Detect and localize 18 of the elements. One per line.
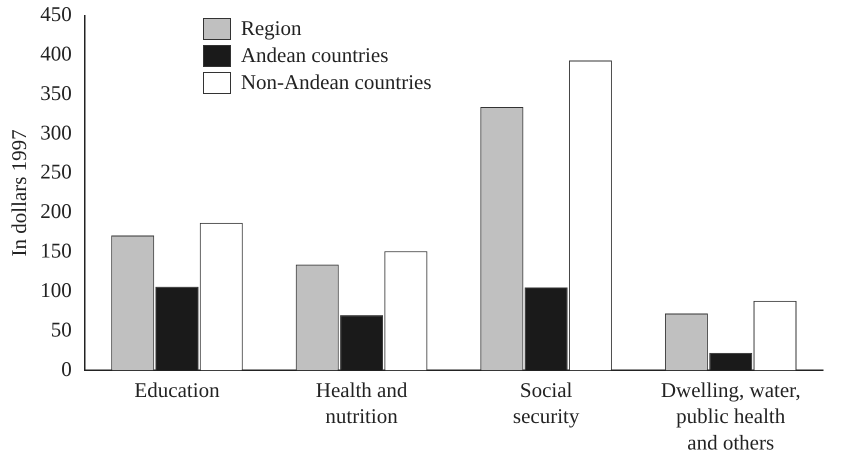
y-tick-label: 100 — [40, 278, 72, 302]
x-tick-label: Education — [134, 378, 220, 402]
x-tick-label: Social security — [512, 378, 580, 428]
x-tick-label: Dwelling, water, public health and others — [660, 378, 801, 454]
y-axis-title: In dollars 1997 — [7, 129, 32, 257]
y-tick-label: 350 — [40, 80, 72, 105]
y-tick-label: 450 — [40, 2, 72, 26]
legend-label: Andean countries — [240, 43, 388, 68]
y-tick-label: 200 — [40, 199, 72, 224]
y-tick-label: 150 — [40, 238, 72, 263]
legend-label: Non-Andean countries — [240, 70, 432, 94]
legend-label: Region — [240, 16, 302, 40]
x-tick-label: Health and nutrition — [316, 378, 408, 428]
y-tick-label: 300 — [40, 120, 72, 144]
y-tick-label: 400 — [40, 42, 72, 66]
y-tick-label: 0 — [61, 356, 72, 381]
y-tick-label: 250 — [40, 160, 72, 184]
y-tick-label: 50 — [50, 317, 72, 342]
